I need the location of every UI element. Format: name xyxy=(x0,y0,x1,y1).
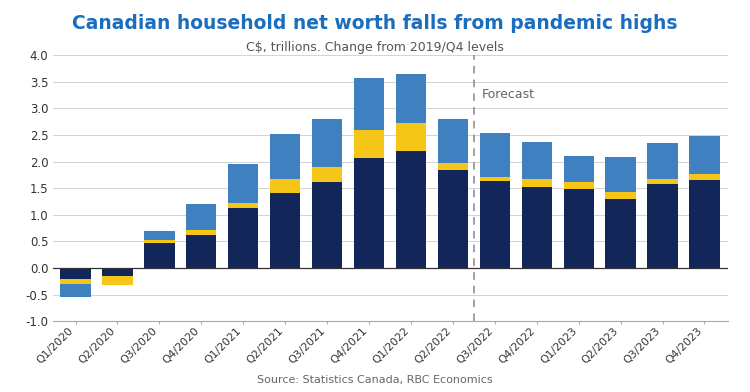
Bar xyxy=(647,179,677,184)
Bar xyxy=(605,157,636,192)
Bar xyxy=(186,234,217,268)
Bar xyxy=(144,240,175,243)
Bar xyxy=(522,179,552,187)
Bar xyxy=(563,156,594,182)
Bar xyxy=(438,163,468,169)
Bar xyxy=(522,187,552,268)
Bar xyxy=(228,208,258,268)
Bar xyxy=(689,174,719,180)
Bar xyxy=(396,74,426,123)
Text: Forecast: Forecast xyxy=(482,88,536,102)
Bar xyxy=(103,268,133,276)
Bar xyxy=(61,284,91,298)
Bar xyxy=(144,243,175,268)
Bar xyxy=(270,134,300,179)
Bar xyxy=(312,120,342,167)
Bar xyxy=(605,192,636,199)
Bar xyxy=(186,203,217,230)
Bar xyxy=(61,279,91,284)
Text: Canadian household net worth falls from pandemic highs: Canadian household net worth falls from … xyxy=(72,14,678,33)
Text: C$, trillions. Change from 2019/Q4 levels: C$, trillions. Change from 2019/Q4 level… xyxy=(246,41,504,54)
Bar xyxy=(563,189,594,268)
Bar xyxy=(270,179,300,194)
Bar xyxy=(312,182,342,268)
Bar xyxy=(354,158,384,268)
Bar xyxy=(354,130,384,158)
Bar xyxy=(438,120,468,163)
Bar xyxy=(522,142,552,179)
Bar xyxy=(61,268,91,279)
Text: Source: Statistics Canada, RBC Economics: Source: Statistics Canada, RBC Economics xyxy=(257,375,493,385)
Bar xyxy=(647,143,677,179)
Bar xyxy=(480,133,510,177)
Bar xyxy=(605,199,636,268)
Bar xyxy=(144,231,175,240)
Bar xyxy=(396,123,426,151)
Bar xyxy=(312,167,342,182)
Bar xyxy=(270,194,300,268)
Bar xyxy=(480,181,510,268)
Bar xyxy=(480,177,510,181)
Bar xyxy=(103,276,133,285)
Bar xyxy=(354,78,384,130)
Bar xyxy=(689,180,719,268)
Bar xyxy=(186,230,217,234)
Bar xyxy=(228,203,258,208)
Bar xyxy=(228,164,258,203)
Bar xyxy=(563,182,594,189)
Bar xyxy=(647,184,677,268)
Bar xyxy=(689,136,719,174)
Bar xyxy=(438,169,468,268)
Bar xyxy=(396,151,426,268)
